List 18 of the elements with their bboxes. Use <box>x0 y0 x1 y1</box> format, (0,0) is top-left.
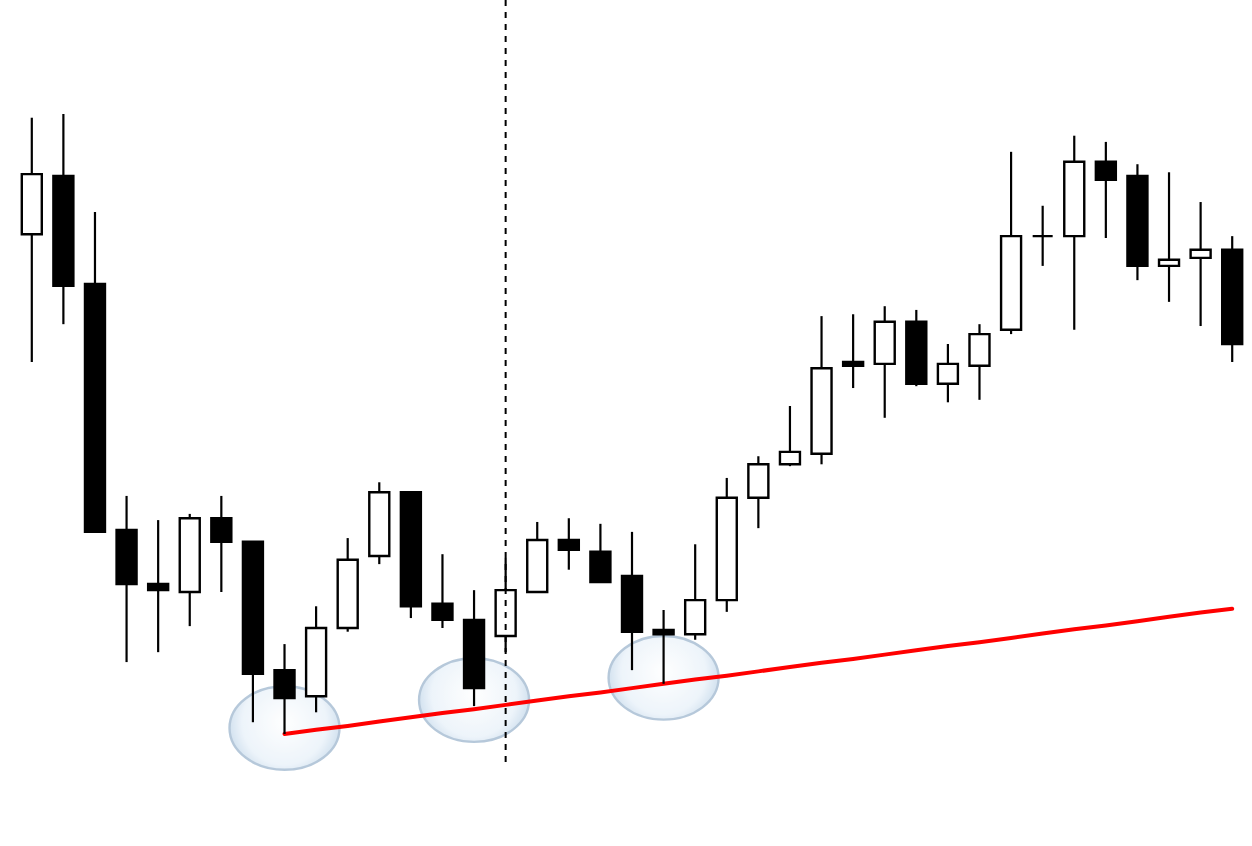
candlestick <box>968 323 991 401</box>
candlestick <box>1189 200 1212 328</box>
candlestick <box>747 455 770 530</box>
candlestick <box>1031 204 1054 267</box>
candlestick <box>841 313 865 390</box>
candlestick <box>873 305 896 419</box>
candlestick <box>778 404 802 468</box>
candlestick <box>146 519 170 654</box>
candlestick <box>273 643 296 736</box>
candlestick <box>936 342 960 404</box>
candlestick <box>557 517 581 571</box>
candlestick <box>210 494 233 594</box>
candlestick <box>652 608 675 685</box>
candlestick <box>1094 140 1118 240</box>
candlestick <box>589 522 612 584</box>
candlestick <box>431 553 454 630</box>
candlestick <box>1157 171 1181 303</box>
candlestick <box>683 543 707 641</box>
